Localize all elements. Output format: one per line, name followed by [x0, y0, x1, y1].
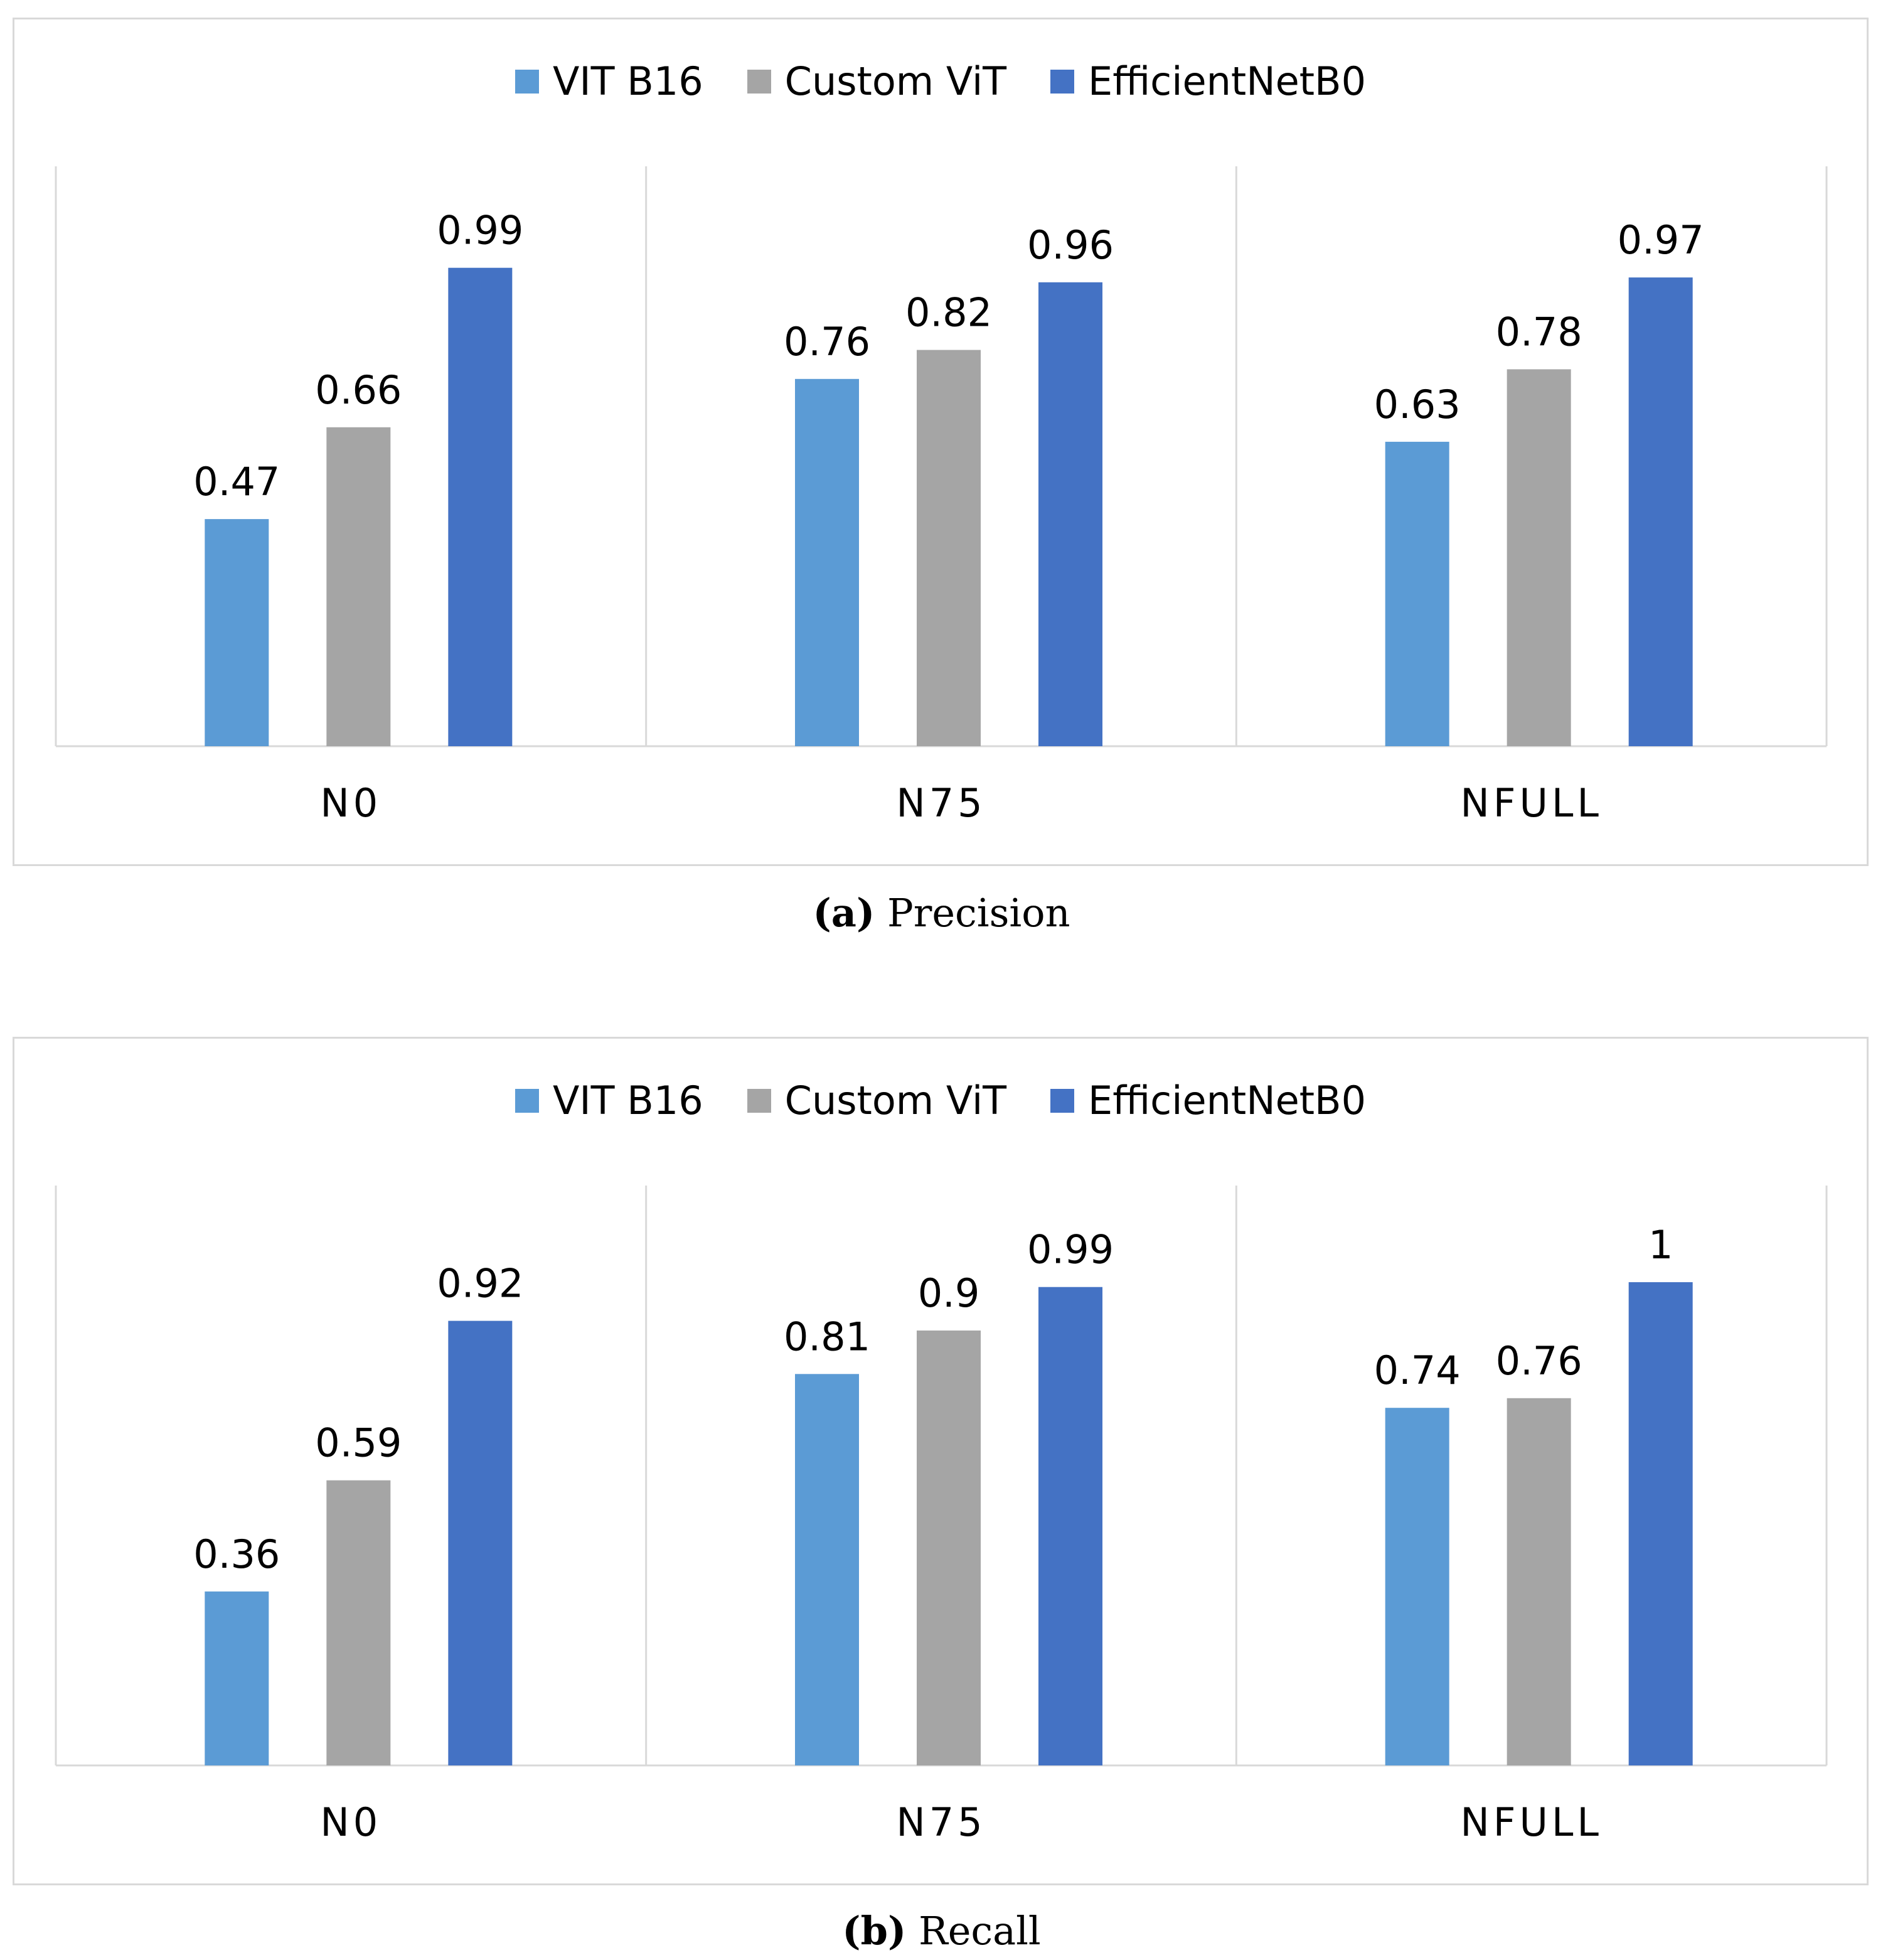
data-label: 0.74 [1374, 1347, 1461, 1393]
bar-custom-vit-n0 [326, 427, 391, 746]
legend-label: Custom ViT [784, 58, 1007, 104]
precision-chart-panel: VIT B16 Custom ViT EfficientNetB0 0.47 0.… [13, 18, 1869, 866]
bar-vit-b16-n0 [205, 519, 269, 746]
bar-efficientnetb0-n75 [1038, 282, 1102, 746]
caption-text: Recall [919, 1908, 1041, 1954]
caption-text: Precision [887, 890, 1070, 936]
bar-custom-vit-nfull [1507, 369, 1571, 746]
legend-item-custom-vit: Custom ViT [747, 1078, 1006, 1123]
bar-vit-b16-nfull [1385, 1408, 1449, 1765]
x-tick-label: N75 [896, 780, 986, 826]
data-label: 0.99 [437, 208, 523, 254]
legend-item-vit-b16: VIT B16 [515, 1078, 703, 1123]
data-label: 0.78 [1496, 309, 1582, 355]
x-tick-label: NFULL [1460, 780, 1603, 826]
chart-legend: VIT B16 Custom ViT EfficientNetB0 [14, 58, 1867, 104]
x-tick-label: N75 [896, 1799, 986, 1845]
data-label: 0.59 [315, 1420, 402, 1466]
bar-custom-vit-n0 [326, 1480, 391, 1765]
x-tick-label: N0 [320, 780, 381, 826]
bar-vit-b16-n0 [205, 1591, 269, 1765]
bar-efficientnetb0-n75 [1038, 1287, 1102, 1765]
legend-swatch [515, 69, 539, 94]
data-label: 0.66 [315, 367, 402, 413]
legend-swatch [747, 1088, 771, 1113]
legend-swatch [1050, 69, 1075, 94]
data-label: 1 [1648, 1222, 1673, 1268]
data-label: 0.96 [1027, 222, 1114, 268]
legend-item-custom-vit: Custom ViT [747, 58, 1006, 104]
bar-custom-vit-nfull [1507, 1398, 1571, 1765]
recall-chart-panel: VIT B16 Custom ViT EfficientNetB0 0.36 0.… [13, 1037, 1869, 1885]
bar-efficientnetb0-n0 [448, 267, 513, 746]
x-tick-label: NFULL [1460, 1799, 1603, 1845]
chart-legend: VIT B16 Custom ViT EfficientNetB0 [14, 1078, 1867, 1123]
data-label: 0.76 [1496, 1338, 1582, 1384]
data-label: 0.99 [1027, 1227, 1114, 1273]
legend-item-vit-b16: VIT B16 [515, 58, 703, 104]
data-label: 0.36 [193, 1531, 280, 1577]
precision-bar-plot: 0.47 0.66 0.99 N0 0.76 0.82 0.96 N75 0.63 0.78 0.9… [55, 166, 1828, 826]
recall-bar-plot: 0.36 0.59 0.92 N0 0.81 0.9 0.99 N75 0.74 0.76 1 NFU… [55, 1186, 1828, 1845]
legend-item-efficientnetb0: EfficientNetB0 [1050, 58, 1366, 104]
data-label: 0.47 [193, 459, 280, 505]
bar-efficientnetb0-nfull [1628, 1282, 1693, 1765]
data-label: 0.92 [437, 1261, 523, 1307]
caption-b: (b) Recall [0, 1908, 1883, 1954]
legend-label: EfficientNetB0 [1088, 58, 1367, 104]
legend-swatch [1050, 1088, 1075, 1113]
data-label: 0.76 [784, 319, 870, 365]
x-tick-label: N0 [320, 1799, 381, 1845]
bar-custom-vit-n75 [917, 350, 981, 746]
data-label: 0.9 [918, 1270, 980, 1316]
data-label: 0.63 [1374, 382, 1461, 427]
data-label: 0.97 [1618, 217, 1704, 263]
caption-letter: (a) [813, 890, 875, 936]
data-label: 0.81 [784, 1314, 870, 1359]
data-label: 0.82 [905, 290, 992, 336]
legend-label: VIT B16 [552, 58, 703, 104]
legend-label: Custom ViT [784, 1078, 1007, 1123]
bar-vit-b16-nfull [1385, 441, 1449, 746]
bar-efficientnetb0-n0 [448, 1320, 513, 1765]
legend-swatch [515, 1088, 539, 1113]
bar-custom-vit-n75 [917, 1331, 981, 1765]
bar-vit-b16-n75 [795, 1374, 859, 1765]
legend-label: VIT B16 [552, 1078, 703, 1123]
bar-efficientnetb0-nfull [1628, 277, 1693, 747]
legend-swatch [747, 69, 771, 94]
legend-label: EfficientNetB0 [1088, 1078, 1367, 1123]
caption-a: (a) Precision [0, 890, 1883, 936]
caption-letter: (b) [842, 1908, 907, 1954]
legend-item-efficientnetb0: EfficientNetB0 [1050, 1078, 1366, 1123]
bar-vit-b16-n75 [795, 378, 859, 746]
